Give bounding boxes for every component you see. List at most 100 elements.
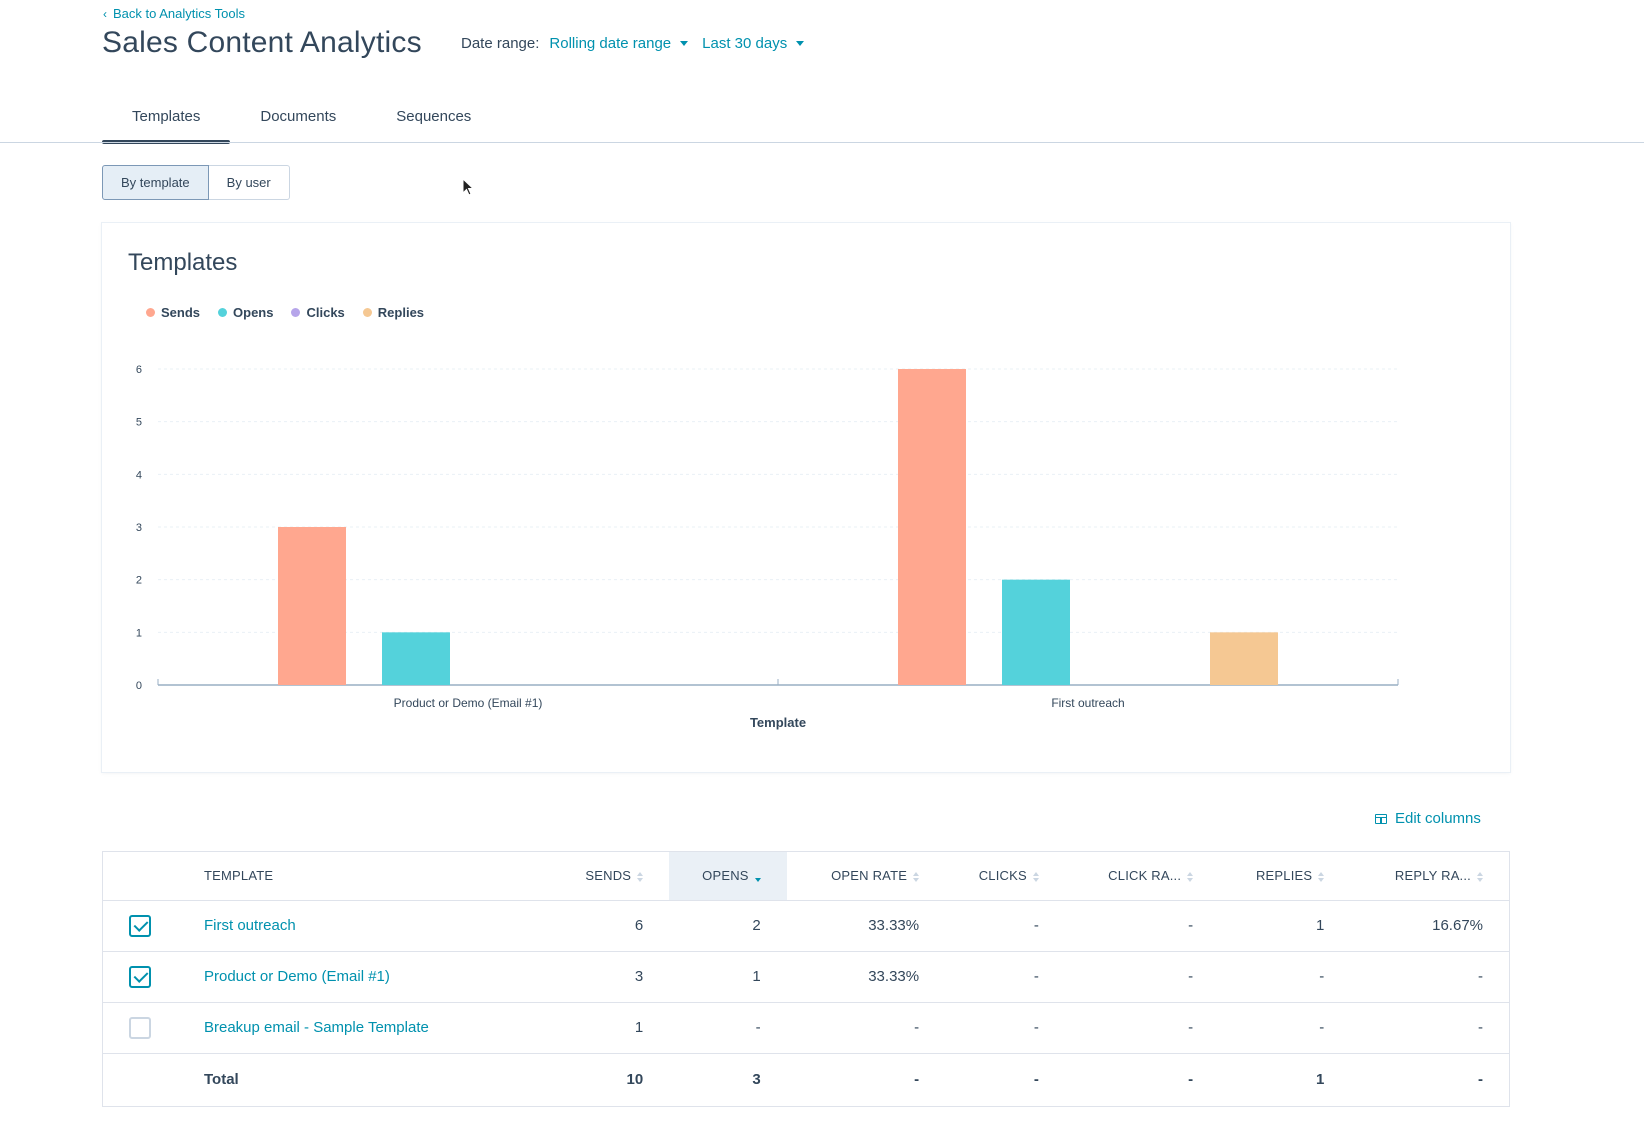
- cell-replies: 1: [1219, 899, 1351, 951]
- header-clicks[interactable]: Clicks: [945, 852, 1065, 900]
- cell-open-rate: 33.33%: [786, 950, 946, 1002]
- bar-sends: [898, 369, 966, 685]
- date-range-type-value: Rolling date range: [549, 35, 672, 52]
- header-replies[interactable]: Replies: [1219, 852, 1350, 900]
- header-template: Template: [204, 852, 553, 900]
- table-row: Breakup email - Sample Template 1 - - - …: [103, 1001, 1509, 1053]
- tabs-divider: [0, 142, 1644, 143]
- edit-columns-button[interactable]: Edit columns: [1375, 810, 1481, 827]
- legend-item-clicks[interactable]: Clicks: [291, 305, 345, 320]
- header-opens[interactable]: Opens: [669, 852, 787, 900]
- header-click-rate[interactable]: Click ra...: [1065, 852, 1219, 900]
- x-tick-label: First outreach: [1051, 696, 1124, 710]
- cell-click-rate: -: [1064, 899, 1220, 951]
- tab-templates[interactable]: Templates: [102, 96, 231, 144]
- sort-icon: [913, 871, 920, 882]
- cell-opens: 1: [669, 950, 787, 1002]
- cell-sends: 1: [552, 1001, 670, 1053]
- cell-reply-rate: 16.67%: [1350, 899, 1509, 951]
- cell-open-rate: 33.33%: [786, 899, 946, 951]
- cell-opens: -: [669, 1001, 787, 1053]
- cell-clicks: -: [945, 1001, 1065, 1053]
- bar-opens: [382, 632, 450, 685]
- header-clicks-label: Clicks: [978, 868, 1027, 884]
- sort-desc-icon: [754, 872, 761, 882]
- date-range-label: Date range:: [461, 35, 540, 52]
- row-checkbox[interactable]: [129, 914, 151, 937]
- mouse-cursor-icon: [462, 178, 475, 196]
- y-tick-label: 3: [136, 522, 142, 534]
- date-range-controls: Date range: Rolling date range Last 30 d…: [461, 35, 818, 52]
- tab-sequences[interactable]: Sequences: [396, 108, 472, 125]
- cell-open-rate: -: [786, 1001, 946, 1053]
- template-link[interactable]: Product or Demo (Email #1): [204, 950, 553, 1002]
- page-title: Sales Content Analytics: [102, 26, 422, 59]
- header-replies-label: Replies: [1255, 868, 1313, 884]
- total-select-cell: [103, 1052, 204, 1106]
- cell-click-rate: -: [1064, 950, 1220, 1002]
- cell-replies: -: [1219, 950, 1351, 1002]
- total-opens: 3: [669, 1052, 787, 1106]
- table-header-row: Template Sends Opens Open rate Clicks Cl…: [103, 852, 1509, 900]
- header-sends[interactable]: Sends: [553, 852, 669, 900]
- y-tick-label: 5: [136, 417, 142, 429]
- bar-sends: [278, 527, 346, 685]
- bar-chart: 0 1 2 3 4 5 6 Product or Demo (Email #1) First o…: [136, 364, 1399, 730]
- template-link[interactable]: Breakup email - Sample Template: [204, 1001, 553, 1053]
- legend-label: Clicks: [306, 305, 345, 320]
- cell-reply-rate: -: [1350, 1001, 1509, 1053]
- cell-clicks: -: [945, 950, 1065, 1002]
- header-reply-rate[interactable]: Reply ra...: [1350, 852, 1509, 900]
- legend-dot: [291, 308, 301, 317]
- legend-item-replies[interactable]: Replies: [362, 305, 425, 320]
- date-range-type-dropdown[interactable]: Rolling date range: [549, 35, 689, 52]
- legend-label: Replies: [377, 305, 425, 320]
- legend-item-sends[interactable]: Sends: [146, 305, 200, 320]
- row-select-cell: [103, 1001, 204, 1053]
- header-opens-label: Opens: [702, 868, 749, 884]
- chevron-left-icon: ‹: [103, 6, 107, 21]
- row-checkbox[interactable]: [129, 1016, 151, 1039]
- bar-replies: [1210, 632, 1278, 685]
- header-select: [103, 852, 204, 900]
- legend-label: Sends: [161, 305, 201, 320]
- header-open-rate-label: Open rate: [831, 868, 908, 884]
- legend-dot: [146, 308, 155, 317]
- y-tick-label: 4: [136, 469, 142, 481]
- legend-item-opens[interactable]: Opens: [218, 305, 273, 320]
- chart-title: Templates: [128, 249, 238, 276]
- back-to-analytics-link[interactable]: ‹ Back to Analytics Tools: [103, 6, 245, 21]
- tab-bar: Templates Documents Sequences: [102, 96, 501, 144]
- x-tick-label: Product or Demo (Email #1): [394, 696, 543, 710]
- y-tick-label: 1: [136, 627, 142, 639]
- cell-sends: 6: [552, 899, 670, 951]
- row-checkbox[interactable]: [129, 965, 151, 988]
- cell-click-rate: -: [1064, 1001, 1220, 1053]
- bar-opens: [1002, 579, 1070, 685]
- date-range-value-dropdown[interactable]: Last 30 days: [702, 35, 805, 52]
- tab-documents[interactable]: Documents: [260, 108, 337, 125]
- table-total-row: Total 10 3 - - - 1 -: [103, 1052, 1509, 1106]
- templates-chart-card: Templates Sends Opens Clicks Replies 0 1 2…: [102, 223, 1510, 772]
- y-tick-label: 0: [136, 680, 142, 692]
- total-label: Total: [204, 1052, 553, 1106]
- by-user-button[interactable]: By user: [208, 165, 290, 200]
- header-template-label: Template: [204, 868, 274, 884]
- cell-opens: 2: [669, 899, 787, 951]
- header-open-rate[interactable]: Open rate: [787, 852, 945, 900]
- header-sends-label: Sends: [585, 868, 632, 884]
- sort-icon: [1032, 871, 1039, 882]
- template-link[interactable]: First outreach: [204, 899, 553, 951]
- legend-label: Opens: [233, 305, 274, 320]
- sort-icon: [1318, 871, 1325, 882]
- y-tick-label: 6: [136, 364, 142, 376]
- by-template-button[interactable]: By template: [102, 165, 209, 200]
- total-sends: 10: [552, 1052, 670, 1106]
- cell-reply-rate: -: [1350, 950, 1509, 1002]
- templates-table: Template Sends Opens Open rate Clicks Cl…: [102, 851, 1510, 1107]
- legend-dot: [362, 308, 372, 317]
- cell-clicks: -: [945, 899, 1065, 951]
- table-row: First outreach 6 2 33.33% - - 1 16.67%: [103, 899, 1509, 951]
- total-clicks: -: [945, 1052, 1065, 1106]
- cell-replies: -: [1219, 1001, 1351, 1053]
